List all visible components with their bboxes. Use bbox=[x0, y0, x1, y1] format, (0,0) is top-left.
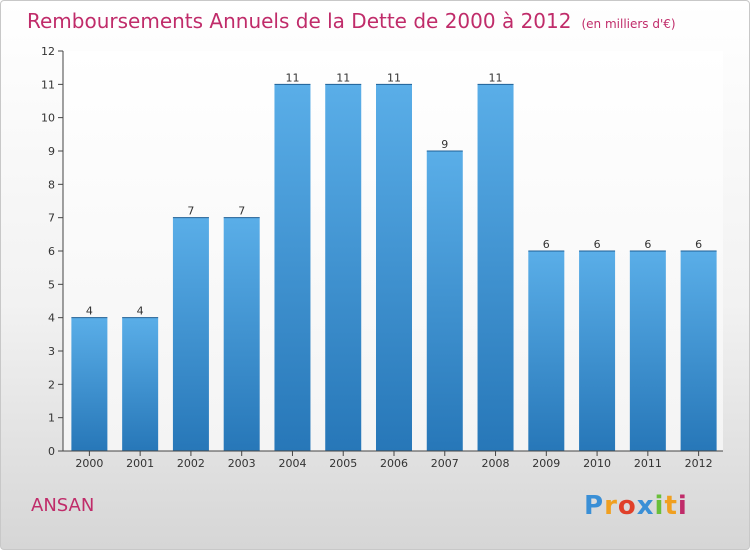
data-label: 6 bbox=[543, 238, 550, 251]
x-tick-label: 2001 bbox=[126, 457, 154, 470]
chart-title-text: Remboursements Annuels de la Dette de 20… bbox=[27, 9, 572, 33]
y-tick-label: 9 bbox=[48, 145, 55, 158]
y-tick-label: 10 bbox=[41, 112, 55, 125]
bar bbox=[680, 251, 717, 451]
x-tick-label: 2010 bbox=[583, 457, 611, 470]
y-tick-label: 12 bbox=[41, 45, 55, 58]
bar bbox=[122, 317, 159, 451]
y-tick-label: 5 bbox=[48, 278, 55, 291]
x-tick-label: 2000 bbox=[75, 457, 103, 470]
data-label: 7 bbox=[238, 205, 245, 218]
x-tick-label: 2012 bbox=[685, 457, 713, 470]
chart-title: Remboursements Annuels de la Dette de 20… bbox=[27, 9, 676, 33]
x-tick-label: 2004 bbox=[278, 457, 306, 470]
bar bbox=[579, 251, 616, 451]
data-label: 4 bbox=[86, 305, 93, 318]
bar bbox=[71, 317, 108, 451]
x-tick-label: 2011 bbox=[634, 457, 662, 470]
y-tick-label: 8 bbox=[48, 178, 55, 191]
data-label: 4 bbox=[137, 305, 144, 318]
x-tick-label: 2003 bbox=[228, 457, 256, 470]
x-tick-label: 2006 bbox=[380, 457, 408, 470]
y-tick-label: 11 bbox=[41, 78, 55, 91]
data-label: 11 bbox=[285, 71, 299, 84]
bar bbox=[172, 217, 209, 451]
bar bbox=[325, 84, 362, 451]
proxiti-logo: Proxiti bbox=[584, 491, 688, 521]
y-tick-label: 0 bbox=[48, 445, 55, 458]
bar bbox=[376, 84, 412, 451]
x-tick-label: 2005 bbox=[329, 457, 357, 470]
x-tick-label: 2007 bbox=[431, 457, 459, 470]
data-label: 9 bbox=[441, 138, 448, 151]
data-label: 6 bbox=[594, 238, 601, 251]
data-label: 7 bbox=[187, 205, 194, 218]
y-tick-label: 6 bbox=[48, 245, 55, 258]
data-label: 11 bbox=[387, 71, 401, 84]
x-tick-label: 2008 bbox=[482, 457, 510, 470]
bar bbox=[426, 151, 463, 451]
x-tick-label: 2002 bbox=[177, 457, 205, 470]
y-tick-label: 3 bbox=[48, 345, 55, 358]
chart-unit-note: (en milliers d'€) bbox=[581, 17, 676, 31]
bar bbox=[629, 251, 666, 451]
commune-name: ANSAN bbox=[31, 495, 95, 516]
x-tick-label: 2009 bbox=[532, 457, 560, 470]
bar bbox=[274, 84, 311, 451]
data-label: 11 bbox=[489, 71, 503, 84]
data-label: 6 bbox=[695, 238, 702, 251]
y-tick-label: 7 bbox=[48, 212, 55, 225]
data-label: 6 bbox=[644, 238, 651, 251]
data-label: 11 bbox=[336, 71, 350, 84]
y-tick-label: 4 bbox=[48, 312, 55, 325]
bar bbox=[223, 217, 260, 451]
y-tick-label: 1 bbox=[48, 412, 55, 425]
y-tick-label: 2 bbox=[48, 378, 55, 391]
bar bbox=[477, 84, 514, 451]
bar bbox=[528, 251, 565, 451]
